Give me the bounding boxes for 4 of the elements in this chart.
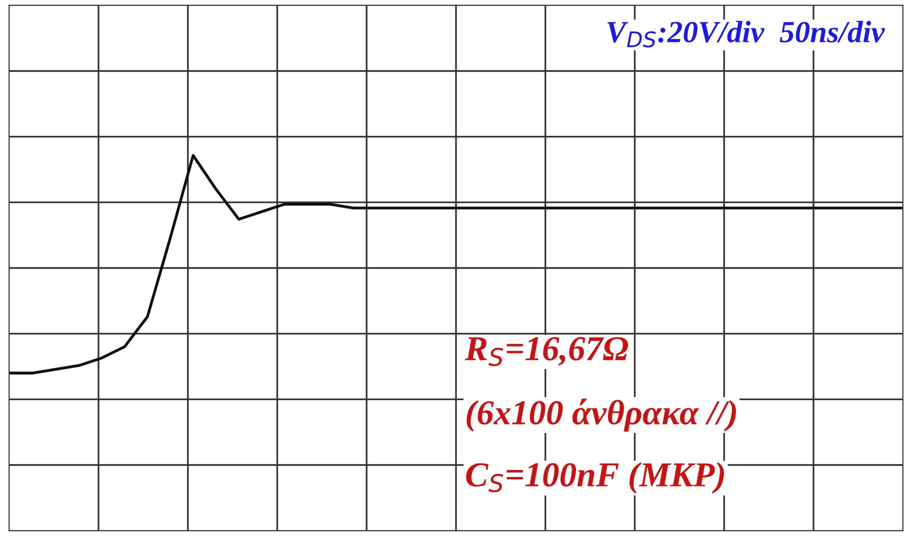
annotation: (6x100 άνθρακα //) — [466, 398, 736, 432]
annotation: C$_{S}$=100nF (MKP) — [466, 462, 724, 494]
annotation: R$_{S}$=16,67Ω — [464, 337, 628, 366]
text: V$_{DS}$:20V/div 50ns/div — [608, 20, 886, 48]
